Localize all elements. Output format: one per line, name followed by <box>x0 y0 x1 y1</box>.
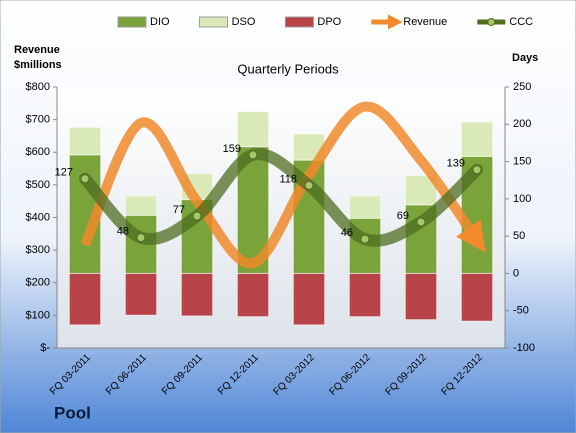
ccc-point <box>80 174 90 184</box>
bar <box>292 272 326 326</box>
ccc-point <box>416 217 426 227</box>
y2-tick-label: -50 <box>513 305 529 317</box>
legend-swatch <box>117 16 147 28</box>
legend-swatch <box>487 18 496 26</box>
revenue-line <box>80 101 486 269</box>
legend-label: Revenue <box>403 16 447 28</box>
y-tick-label: $600 <box>26 146 50 158</box>
bar <box>348 272 382 318</box>
ccc-point <box>472 165 482 175</box>
y2-tick-label: 250 <box>513 81 531 93</box>
ccc-point <box>360 234 370 244</box>
bar <box>460 272 494 322</box>
ccc-point <box>248 150 258 160</box>
ccc-point <box>304 180 314 190</box>
y-tick-label: $800 <box>26 81 50 93</box>
bar <box>124 272 158 316</box>
data-label: 46 <box>341 227 353 239</box>
data-label: 139 <box>447 158 465 170</box>
y-axis-label: $millions <box>14 59 62 71</box>
bar <box>68 126 102 156</box>
legend-label: CCC <box>509 16 533 28</box>
bar <box>124 195 158 216</box>
bar <box>348 195 382 219</box>
data-label: 159 <box>223 143 241 155</box>
legend-label: DPO <box>317 16 341 28</box>
y2-tick-label: 50 <box>513 230 525 242</box>
bar <box>180 272 214 317</box>
bar <box>236 111 270 148</box>
y2-tick-label: -100 <box>513 342 535 354</box>
y2-tick-label: 200 <box>513 118 531 130</box>
y-axis-label: Revenue <box>14 44 60 56</box>
y2-tick-label: 0 <box>513 267 519 279</box>
y-tick-label: $400 <box>26 211 50 223</box>
y2-tick-label: 100 <box>513 193 531 205</box>
legend-swatch <box>284 16 314 28</box>
y-tick-label: $300 <box>26 244 50 256</box>
chart-title: Quarterly Periods <box>237 61 339 76</box>
bar <box>460 121 494 157</box>
legend-label: DIO <box>150 16 170 28</box>
data-label: 69 <box>397 210 409 222</box>
bar <box>236 272 270 318</box>
y2-tick-label: 150 <box>513 155 531 167</box>
footer: Pool <box>54 403 91 422</box>
ccc-point <box>192 211 202 221</box>
y-tick-label: $200 <box>26 277 50 289</box>
bar <box>68 272 102 326</box>
data-label: 127 <box>55 167 73 179</box>
legend-label: DSO <box>232 16 256 28</box>
y-tick-label: $100 <box>26 309 50 321</box>
y2-axis-label: Days <box>512 52 538 64</box>
legend-swatch <box>199 16 229 28</box>
data-label: 48 <box>117 226 129 238</box>
ccc-point <box>136 233 146 243</box>
y-tick-label: $500 <box>26 179 50 191</box>
y-tick-label: $- <box>40 342 50 354</box>
bar <box>404 272 438 321</box>
data-label: 77 <box>173 204 185 216</box>
y-tick-label: $700 <box>26 114 50 126</box>
data-label: 118 <box>279 173 297 185</box>
